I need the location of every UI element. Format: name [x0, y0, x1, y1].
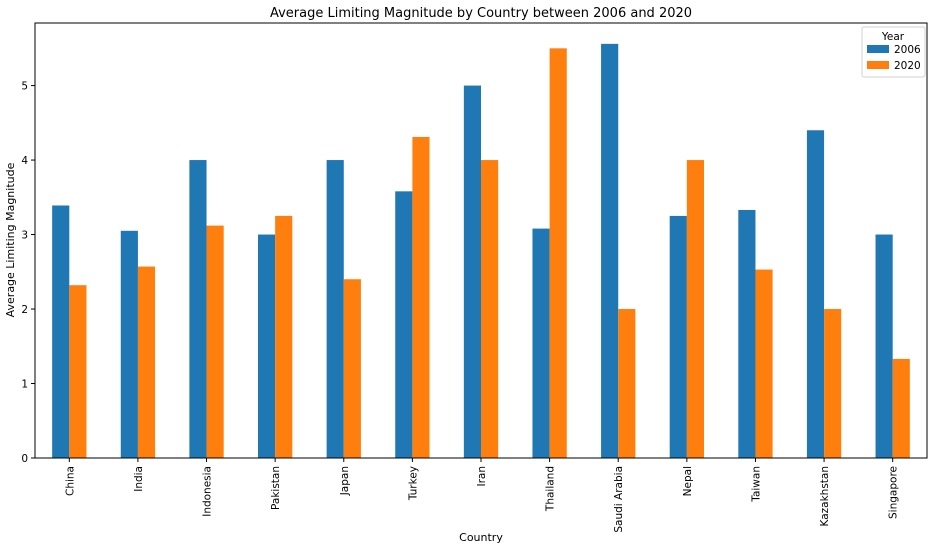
bar-singapore-2020 — [892, 358, 910, 458]
y-tick-label: 1 — [21, 379, 28, 391]
legend-swatch-2020 — [867, 61, 889, 69]
bar-india-2020 — [137, 266, 156, 458]
bar-nepal-2020 — [686, 160, 704, 458]
bar-iran-2020 — [481, 160, 499, 458]
x-tick-label-singapore: Singapore — [888, 466, 900, 519]
chart-title: Average Limiting Magnitude by Country be… — [270, 6, 692, 21]
bar-iran-2006 — [463, 85, 481, 459]
legend-title: Year — [881, 31, 905, 43]
bar-saudi-arabia-2020 — [618, 309, 636, 458]
bar-india-2006 — [120, 230, 138, 458]
x-axis-label: Country — [459, 531, 503, 544]
x-tick-label-pakistan: Pakistan — [270, 466, 282, 510]
bar-china-2006 — [52, 205, 70, 458]
bar-turkey-2006 — [395, 191, 413, 458]
bar-thailand-2020 — [549, 48, 567, 458]
x-tick-label-indonesia: Indonesia — [202, 466, 214, 517]
bar-kazakhstan-2006 — [806, 130, 825, 459]
x-tick-label-japan: Japan — [339, 466, 351, 496]
bar-singapore-2006 — [875, 234, 893, 458]
y-tick-label: 2 — [21, 304, 28, 316]
x-tick-label-kazakhstan: Kazakhstan — [819, 466, 831, 527]
bar-japan-2006 — [326, 160, 344, 458]
x-tick-label-turkey: Turkey — [407, 466, 419, 501]
legend: Year 2006 2020 — [861, 26, 926, 78]
bar-taiwan-2020 — [755, 269, 773, 458]
bar-japan-2020 — [343, 279, 361, 458]
bar-taiwan-2006 — [738, 209, 756, 458]
x-tick-label-iran: Iran — [476, 466, 488, 487]
y-tick-label: 5 — [21, 81, 28, 93]
y-tick-label: 3 — [21, 230, 28, 242]
y-axis: 0 1 2 3 4 5 — [21, 81, 35, 465]
bar-kazakhstan-2020 — [824, 309, 842, 458]
legend-label-2006: 2006 — [894, 44, 921, 56]
legend-label-2020: 2020 — [894, 60, 921, 72]
y-axis-label: Average Limiting Magnitude — [4, 162, 17, 317]
x-tick-label-saudi-arabia: Saudi Arabia — [613, 466, 625, 533]
x-tick-label-thailand: Thailand — [545, 466, 557, 512]
bar-nepal-2006 — [669, 215, 687, 458]
bar-indonesia-2020 — [206, 225, 224, 458]
plot-frame — [34, 22, 928, 459]
bar-turkey-2020 — [412, 136, 430, 458]
x-tick-label-china: China — [64, 466, 76, 496]
y-tick-label: 0 — [21, 453, 28, 465]
y-tick-label: 4 — [21, 155, 28, 167]
legend-swatch-2006 — [867, 45, 889, 53]
bar-china-2020 — [69, 285, 87, 458]
x-axis: China India Indonesia Pakistan Japan Turkey Ir… — [64, 458, 900, 533]
bar-indonesia-2006 — [189, 160, 207, 458]
bar-pakistan-2020 — [275, 215, 293, 458]
bar-saudi-arabia-2006 — [601, 43, 619, 458]
bar-pakistan-2006 — [258, 234, 276, 458]
x-tick-label-taiwan: Taiwan — [750, 466, 762, 503]
x-tick-label-nepal: Nepal — [682, 466, 694, 496]
bars-layer — [52, 43, 910, 459]
bar-thailand-2006 — [532, 228, 550, 458]
x-tick-label-india: India — [133, 466, 145, 492]
